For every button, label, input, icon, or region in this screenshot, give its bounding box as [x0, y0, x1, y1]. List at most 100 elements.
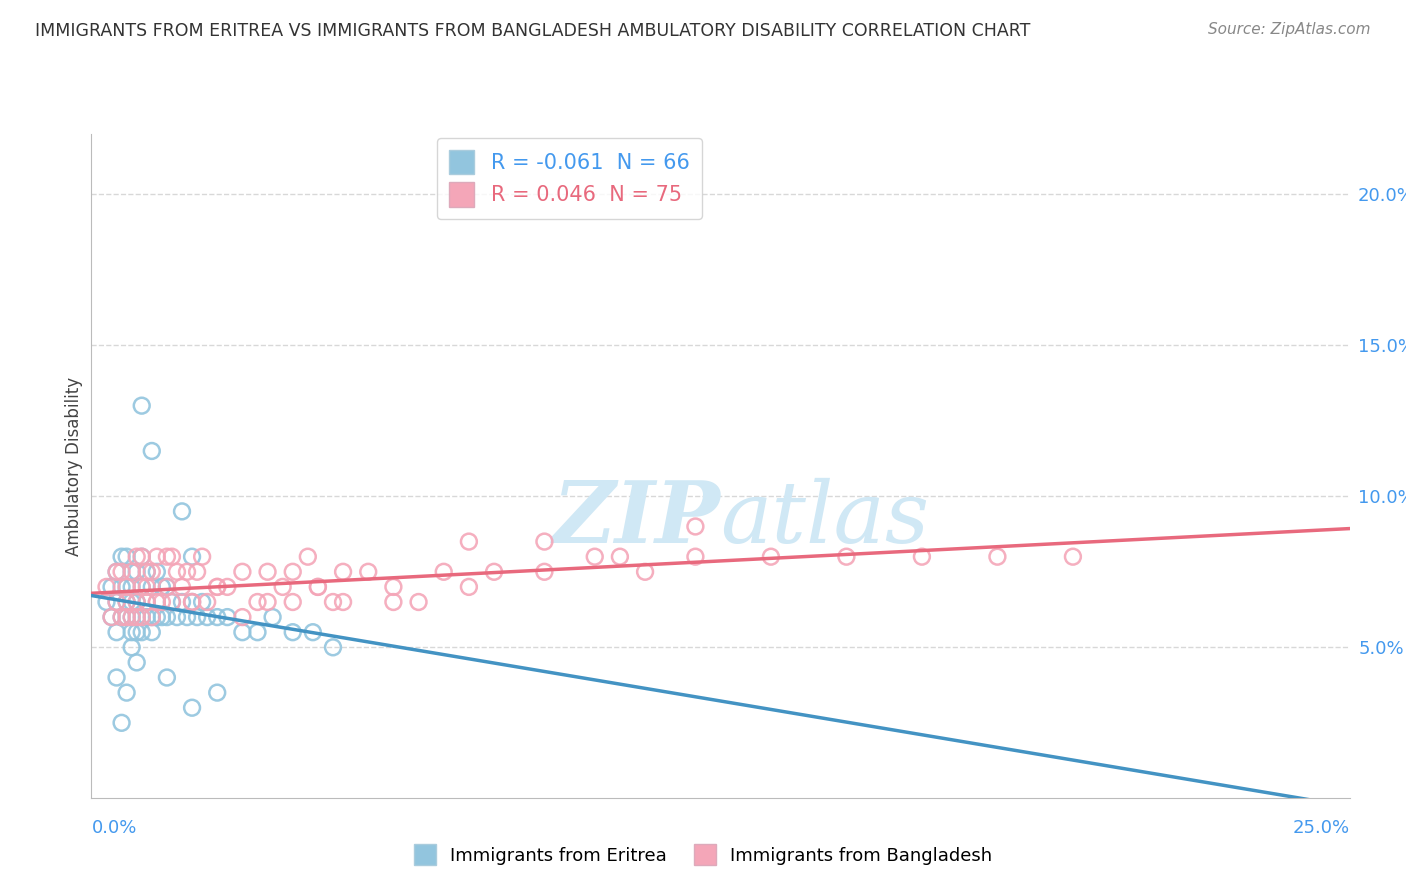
Point: [141, 565, 163, 579]
Point: [382, 595, 405, 609]
Point: [141, 625, 163, 640]
Point: [176, 565, 198, 579]
Point: [634, 565, 657, 579]
Text: 25.0%: 25.0%: [1292, 819, 1350, 837]
Point: [835, 549, 858, 564]
Point: [156, 580, 179, 594]
Point: [160, 595, 183, 609]
Point: [115, 595, 138, 609]
Point: [231, 610, 253, 624]
Point: [256, 565, 278, 579]
Point: [186, 610, 208, 624]
Point: [121, 640, 143, 655]
Point: [911, 549, 934, 564]
Text: 0.0%: 0.0%: [91, 819, 136, 837]
Point: [135, 565, 157, 579]
Point: [302, 625, 325, 640]
Point: [176, 610, 198, 624]
Point: [181, 595, 204, 609]
Point: [322, 640, 344, 655]
Point: [307, 580, 329, 594]
Point: [281, 625, 304, 640]
Point: [262, 610, 284, 624]
Point: [322, 595, 344, 609]
Point: [685, 519, 707, 533]
Point: [195, 610, 218, 624]
Text: Source: ZipAtlas.com: Source: ZipAtlas.com: [1208, 22, 1371, 37]
Point: [125, 625, 148, 640]
Point: [125, 565, 148, 579]
Point: [131, 549, 153, 564]
Point: [166, 565, 188, 579]
Point: [125, 595, 148, 609]
Point: [181, 595, 204, 609]
Point: [217, 580, 239, 594]
Point: [110, 549, 132, 564]
Point: [156, 610, 179, 624]
Point: [382, 580, 405, 594]
Point: [246, 595, 269, 609]
Point: [135, 595, 157, 609]
Point: [131, 549, 153, 564]
Point: [121, 610, 143, 624]
Point: [150, 580, 173, 594]
Point: [125, 595, 148, 609]
Point: [986, 549, 1008, 564]
Text: ZIP: ZIP: [553, 477, 720, 561]
Point: [146, 595, 169, 609]
Point: [156, 580, 179, 594]
Text: atlas: atlas: [720, 478, 929, 560]
Point: [121, 565, 143, 579]
Point: [181, 595, 204, 609]
Point: [115, 580, 138, 594]
Point: [110, 715, 132, 730]
Point: [121, 625, 143, 640]
Point: [110, 580, 132, 594]
Point: [135, 580, 157, 594]
Point: [131, 580, 153, 594]
Point: [156, 549, 179, 564]
Point: [125, 549, 148, 564]
Point: [205, 580, 228, 594]
Point: [181, 700, 204, 714]
Point: [205, 610, 228, 624]
Point: [156, 671, 179, 685]
Point: [609, 549, 631, 564]
Point: [115, 580, 138, 594]
Point: [146, 595, 169, 609]
Point: [105, 595, 128, 609]
Point: [191, 595, 214, 609]
Point: [181, 549, 204, 564]
Point: [457, 580, 479, 594]
Point: [125, 610, 148, 624]
Point: [759, 549, 782, 564]
Legend: Immigrants from Eritrea, Immigrants from Bangladesh: Immigrants from Eritrea, Immigrants from…: [406, 837, 1000, 872]
Point: [1062, 549, 1084, 564]
Point: [231, 565, 253, 579]
Point: [105, 625, 128, 640]
Point: [191, 549, 214, 564]
Point: [332, 565, 354, 579]
Point: [482, 565, 505, 579]
Y-axis label: Ambulatory Disability: Ambulatory Disability: [65, 376, 83, 556]
Point: [125, 656, 148, 670]
Point: [150, 595, 173, 609]
Point: [110, 610, 132, 624]
Point: [583, 549, 606, 564]
Point: [457, 534, 479, 549]
Point: [533, 534, 555, 549]
Point: [246, 625, 269, 640]
Point: [131, 625, 153, 640]
Legend: R = -0.061  N = 66, R = 0.046  N = 75: R = -0.061 N = 66, R = 0.046 N = 75: [437, 137, 703, 219]
Point: [533, 565, 555, 579]
Point: [115, 549, 138, 564]
Point: [100, 610, 122, 624]
Point: [105, 595, 128, 609]
Point: [160, 595, 183, 609]
Point: [141, 610, 163, 624]
Point: [135, 565, 157, 579]
Point: [146, 565, 169, 579]
Point: [231, 625, 253, 640]
Point: [195, 595, 218, 609]
Point: [408, 595, 430, 609]
